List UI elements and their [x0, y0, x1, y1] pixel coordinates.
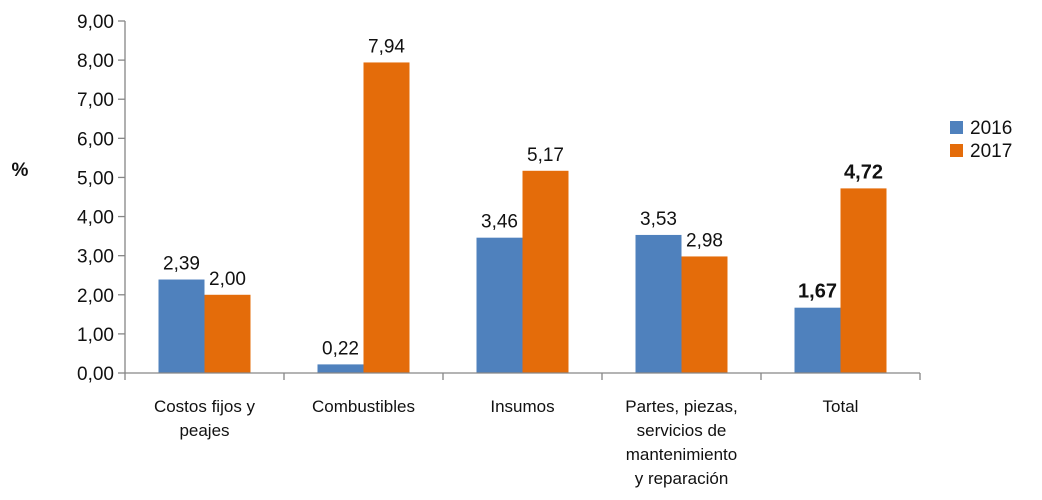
bar-2016-1: [317, 364, 364, 373]
category-label-line: servicios de: [637, 421, 727, 440]
legend-label-2016: 2016: [970, 118, 1012, 139]
y-tick-label: 6,00: [77, 129, 114, 150]
category-label-line: Partes, piezas,: [625, 397, 737, 416]
y-tick-label: 0,00: [77, 364, 114, 385]
axes-layer: 0,00 1,00 2,00 3,00 4,00 5,00 6,00 7,00 8,00 9,00…: [77, 12, 921, 488]
bar-2016-4: [794, 307, 841, 373]
category-label-line: mantenimiento: [626, 445, 738, 464]
data-label-2016-2: 3,46: [481, 212, 518, 233]
y-tick-label: 4,00: [77, 208, 114, 229]
data-labels-layer: 2,39 2,00 0,22 7,94 3,46 5,17 3,53 2,98 1,67 4,72: [163, 36, 883, 359]
bar-2017-0: [204, 294, 251, 373]
category-label-line: Costos fijos y: [154, 397, 256, 416]
y-tick-label: 9,00: [77, 12, 114, 33]
category-label-line: Insumos: [490, 397, 554, 416]
bar-2017-3: [681, 256, 728, 373]
bars-layer: [158, 62, 887, 374]
y-tick-label: 1,00: [77, 325, 114, 346]
y-tick-label: 2,00: [77, 286, 114, 307]
legend-swatch-2017: [950, 144, 963, 157]
category-label: Combustibles: [312, 397, 415, 416]
bar-2017-2: [522, 170, 569, 373]
category-label-line: y reparación: [635, 469, 729, 488]
data-label-2016-0: 2,39: [163, 254, 200, 275]
data-label-2016-4: 1,67: [798, 281, 837, 303]
legend-swatch-2016: [950, 121, 963, 134]
data-label-2016-3: 3,53: [640, 209, 677, 230]
y-tick-label: 5,00: [77, 168, 114, 189]
bar-2017-4: [840, 188, 887, 373]
category-label: Partes, piezas, servicios de mantenimiento…: [625, 397, 737, 488]
category-label-line: Total: [823, 397, 859, 416]
category-label-line: peajes: [179, 421, 229, 440]
data-label-2017-3: 2,98: [686, 230, 723, 251]
bar-2016-2: [476, 237, 523, 373]
y-tick-label: 7,00: [77, 90, 114, 111]
category-label: Insumos: [490, 397, 554, 416]
legend-label-2017: 2017: [970, 141, 1012, 162]
data-label-2017-2: 5,17: [527, 145, 564, 166]
data-label-2016-1: 0,22: [322, 338, 359, 359]
data-label-2017-1: 7,94: [368, 36, 405, 57]
y-tick-label: 3,00: [77, 247, 114, 268]
bar-2016-0: [158, 279, 205, 373]
bar-2016-3: [635, 234, 682, 373]
category-label-line: Combustibles: [312, 397, 415, 416]
data-label-2017-4: 4,72: [844, 161, 883, 183]
y-tick-label: 8,00: [77, 51, 114, 72]
data-label-2017-0: 2,00: [209, 269, 246, 290]
category-label: Total: [823, 397, 859, 416]
y-axis-label: %: [12, 160, 29, 181]
bar-2017-1: [363, 62, 410, 374]
category-label: Costos fijos y peajes: [154, 397, 256, 440]
